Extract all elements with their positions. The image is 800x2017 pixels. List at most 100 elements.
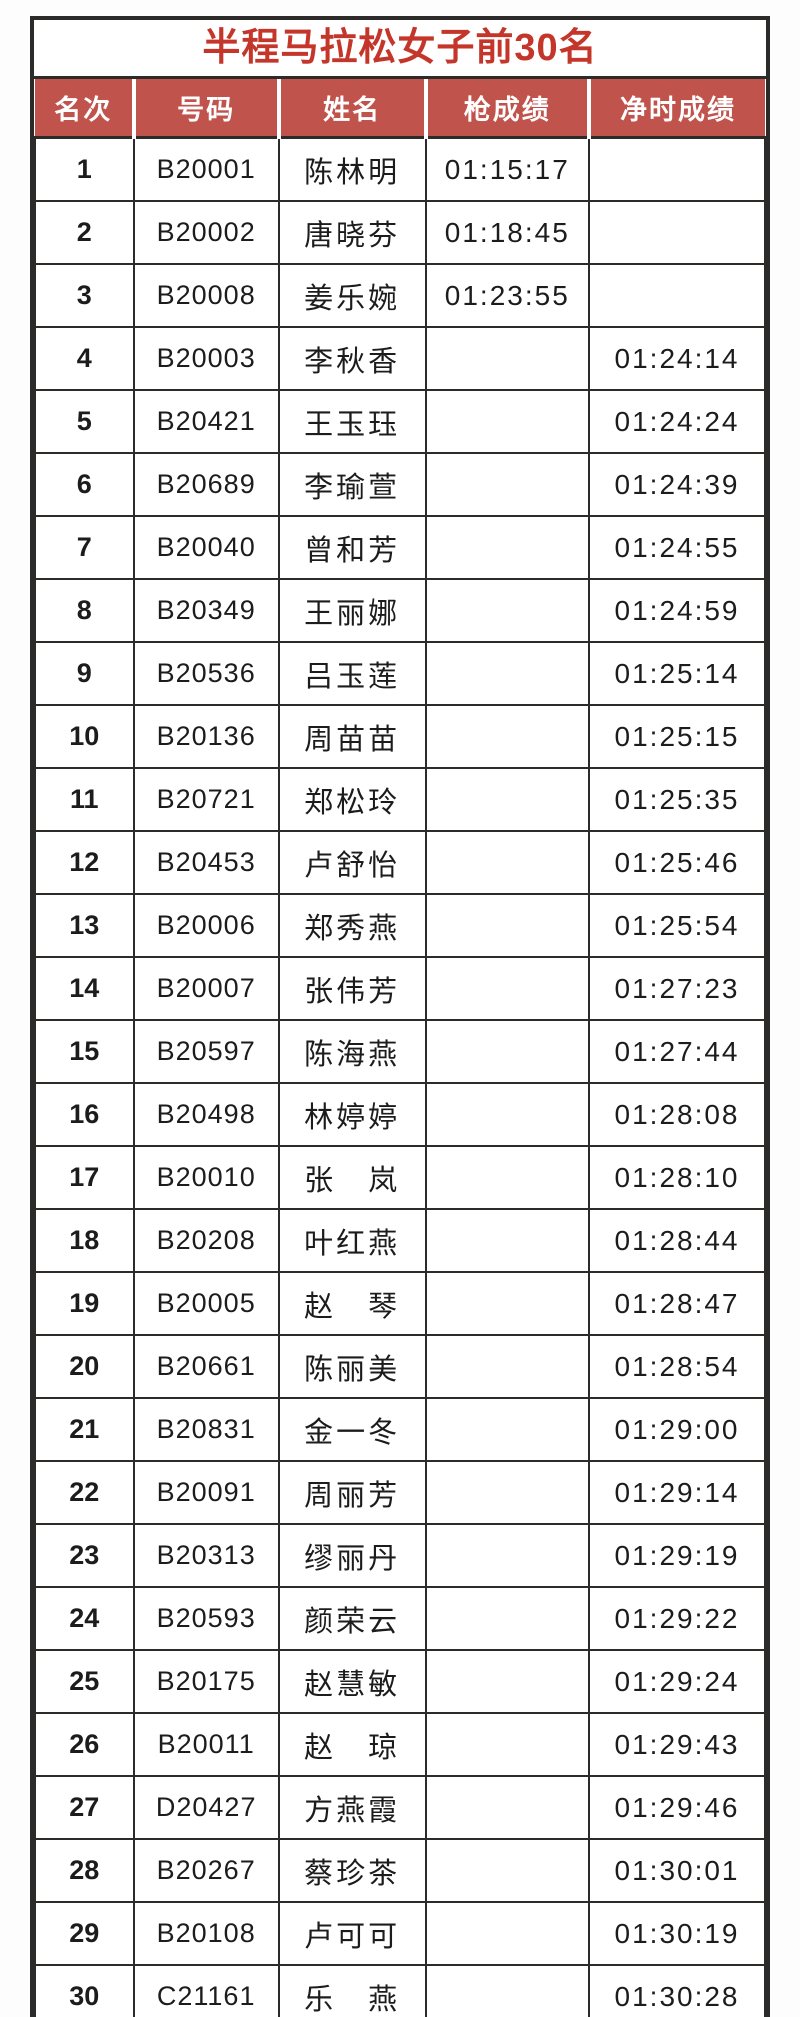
bib-cell: B20010 [132, 1145, 280, 1210]
bib-cell: B20008 [132, 263, 280, 328]
name-cell: 唐晓芬 [277, 200, 427, 265]
table-row: 9 B20536 吕玉莲 01:25:14 [34, 641, 766, 706]
table-row: 21 B20831 金一冬 01:29:00 [34, 1397, 766, 1462]
bib-cell: B20001 [132, 136, 280, 202]
name-cell: 颜荣云 [277, 1586, 427, 1651]
bib-cell: B20831 [132, 1397, 280, 1462]
rank-cell: 3 [34, 263, 135, 328]
rank-cell: 15 [34, 1019, 135, 1084]
name-cell: 吕玉莲 [277, 641, 427, 706]
gun-time-cell [424, 1775, 591, 1840]
rank-cell: 22 [34, 1460, 135, 1525]
bib-cell: B20421 [132, 389, 280, 454]
column-header-net-time: 净时成绩 [587, 79, 765, 139]
name-cell: 方燕霞 [277, 1775, 427, 1840]
bib-cell: D20427 [132, 1775, 280, 1840]
name-cell: 郑松玲 [277, 767, 427, 832]
results-table: 半程马拉松女子前30名 名次 号码 姓名 枪成绩 净时成绩 1 B20001 [30, 16, 770, 2017]
bib-cell: B20453 [132, 830, 280, 895]
name-cell: 缪丽丹 [277, 1523, 427, 1588]
name-cell: 郑秀燕 [277, 893, 427, 958]
name-cell: 蔡珍茶 [277, 1838, 427, 1903]
table-row: 27 D20427 方燕霞 01:29:46 [34, 1775, 766, 1840]
gun-time-cell [424, 830, 591, 895]
table-row: 2 B20002 唐晓芬 01:18:45 [34, 200, 766, 265]
column-header-bib: 号码 [131, 79, 279, 139]
rank-cell: 27 [34, 1775, 135, 1840]
bib-cell: B20007 [132, 956, 280, 1021]
rank-cell: 11 [34, 767, 135, 832]
net-time-cell [588, 200, 766, 265]
net-time-cell: 01:28:47 [588, 1271, 766, 1336]
rank-cell: 23 [34, 1523, 135, 1588]
rank-cell: 17 [34, 1145, 135, 1210]
table-row: 8 B20349 王丽娜 01:24:59 [34, 578, 766, 643]
net-time-cell [588, 263, 766, 328]
net-time-cell: 01:29:22 [588, 1586, 766, 1651]
gun-time-cell [424, 956, 591, 1021]
gun-time-cell [424, 1523, 591, 1588]
bib-cell: B20313 [132, 1523, 280, 1588]
results-grid: 名次 号码 姓名 枪成绩 净时成绩 1 B20001 陈林明 01:15:17 … [34, 79, 766, 2017]
net-time-cell: 01:28:08 [588, 1082, 766, 1147]
table-row: 26 B20011 赵 琼 01:29:43 [34, 1712, 766, 1777]
table-row: 3 B20008 姜乐婉 01:23:55 [34, 263, 766, 328]
name-cell: 赵慧敏 [277, 1649, 427, 1714]
table-row: 13 B20006 郑秀燕 01:25:54 [34, 893, 766, 958]
gun-time-cell [424, 1145, 591, 1210]
net-time-cell: 01:25:46 [588, 830, 766, 895]
net-time-cell: 01:24:39 [588, 452, 766, 517]
bib-cell: B20721 [132, 767, 280, 832]
bib-cell: B20536 [132, 641, 280, 706]
gun-time-cell [424, 1649, 591, 1714]
gun-time-cell [424, 1586, 591, 1651]
net-time-cell: 01:30:19 [588, 1901, 766, 1966]
bib-cell: B20498 [132, 1082, 280, 1147]
name-cell: 张 岚 [277, 1145, 427, 1210]
page-title: 半程马拉松女子前30名 [34, 20, 766, 79]
net-time-cell: 01:29:24 [588, 1649, 766, 1714]
rank-cell: 7 [34, 515, 135, 580]
name-cell: 李秋香 [277, 326, 427, 391]
table-row: 18 B20208 叶红燕 01:28:44 [34, 1208, 766, 1273]
gun-time-cell [424, 767, 591, 832]
name-cell: 林婷婷 [277, 1082, 427, 1147]
name-cell: 叶红燕 [277, 1208, 427, 1273]
gun-time-cell [424, 1397, 591, 1462]
name-cell: 姜乐婉 [277, 263, 427, 328]
gun-time-cell: 01:23:55 [424, 263, 591, 328]
rank-cell: 19 [34, 1271, 135, 1336]
name-cell: 陈海燕 [277, 1019, 427, 1084]
table-row: 22 B20091 周丽芳 01:29:14 [34, 1460, 766, 1525]
net-time-cell: 01:25:35 [588, 767, 766, 832]
net-time-cell: 01:24:14 [588, 326, 766, 391]
table-row: 14 B20007 张伟芳 01:27:23 [34, 956, 766, 1021]
rank-cell: 16 [34, 1082, 135, 1147]
table-row: 16 B20498 林婷婷 01:28:08 [34, 1082, 766, 1147]
net-time-cell: 01:30:28 [588, 1964, 766, 2017]
name-cell: 王玉珏 [277, 389, 427, 454]
rank-cell: 18 [34, 1208, 135, 1273]
bib-cell: B20005 [132, 1271, 280, 1336]
gun-time-cell: 01:18:45 [424, 200, 591, 265]
net-time-cell: 01:29:19 [588, 1523, 766, 1588]
gun-time-cell: 01:15:17 [424, 136, 591, 202]
net-time-cell: 01:25:14 [588, 641, 766, 706]
name-cell: 李瑜萱 [277, 452, 427, 517]
gun-time-cell [424, 1964, 591, 2017]
table-row: 4 B20003 李秋香 01:24:14 [34, 326, 766, 391]
table-row: 7 B20040 曾和芳 01:24:55 [34, 515, 766, 580]
net-time-cell: 01:28:44 [588, 1208, 766, 1273]
table-row: 10 B20136 周苗苗 01:25:15 [34, 704, 766, 769]
rank-cell: 10 [34, 704, 135, 769]
table-row: 24 B20593 颜荣云 01:29:22 [34, 1586, 766, 1651]
name-cell: 赵 琴 [277, 1271, 427, 1336]
rank-cell: 26 [34, 1712, 135, 1777]
gun-time-cell [424, 1271, 591, 1336]
net-time-cell: 01:29:14 [588, 1460, 766, 1525]
bib-cell: B20593 [132, 1586, 280, 1651]
name-cell: 卢舒怡 [277, 830, 427, 895]
bib-cell: C21161 [132, 1964, 280, 2017]
column-header-rank: 名次 [35, 79, 134, 139]
name-cell: 张伟芳 [277, 956, 427, 1021]
